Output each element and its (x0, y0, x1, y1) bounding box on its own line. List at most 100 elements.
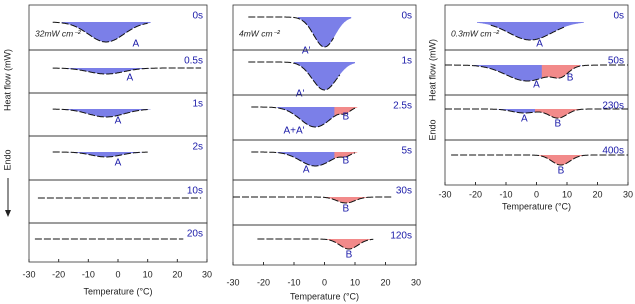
x-tick-label: -10 (287, 277, 300, 287)
dsc-curve (251, 151, 356, 167)
x-tick-label: -20 (257, 277, 270, 287)
peak-label: B (558, 166, 565, 177)
x-tick-label: 20 (380, 277, 390, 287)
x-tick-label: 20 (172, 269, 182, 279)
dsc-curve (490, 24, 565, 41)
time-label: 2.5s (393, 101, 412, 112)
intensity-label: 4mW cm⁻² (239, 28, 281, 38)
x-axis-label: Temperature (°C) (502, 201, 571, 211)
time-label: 230s (602, 101, 624, 112)
peak-label: B (343, 204, 350, 215)
peak-area (69, 152, 144, 157)
endo-label: Endo (2, 149, 12, 170)
dsc-curve (52, 108, 148, 118)
time-label: 0s (192, 11, 203, 22)
x-axis-label: Temperature (°C) (83, 286, 152, 296)
time-label: 120s (390, 231, 412, 242)
peak-area (61, 22, 151, 42)
peak-area (477, 22, 584, 40)
peak-label: A (115, 116, 122, 127)
x-tick-label: 10 (350, 277, 360, 287)
time-label: 50s (608, 56, 624, 67)
x-tick-label: -10 (82, 269, 95, 279)
time-label: 10s (187, 186, 203, 197)
peak-label: A (127, 73, 134, 84)
x-tick-label: -30 (226, 277, 239, 287)
x-tick-label: 0 (534, 189, 539, 199)
peak-label: B (343, 156, 350, 167)
intensity-label: 32mW cm⁻² (35, 28, 82, 38)
time-label: 20s (187, 229, 203, 240)
y-axis-label: Heat flow (mW) (427, 39, 437, 101)
peak-label: B (555, 119, 562, 130)
x-tick-label: 30 (411, 277, 421, 287)
peak-area (294, 62, 355, 90)
dsc-curve (451, 154, 628, 166)
time-label: 0s (613, 11, 624, 22)
peak-area (538, 155, 584, 165)
x-tick-label: -10 (499, 189, 512, 199)
dsc-curve (233, 196, 392, 204)
peak-area (535, 109, 581, 119)
x-tick-label: -30 (438, 189, 451, 199)
peak-label: B (567, 73, 574, 84)
peak-label: A+A' (283, 126, 304, 137)
x-tick-label: 0 (115, 269, 120, 279)
dsc-curve (248, 61, 341, 91)
endo-label: Endo (427, 119, 437, 140)
row-frame (444, 139, 629, 186)
peak-area (326, 239, 372, 249)
peak-label: B (346, 250, 353, 261)
row-frame (232, 179, 417, 226)
peak-label: A (303, 165, 310, 176)
x-tick-label: 0 (322, 277, 327, 287)
peak-area (323, 197, 369, 203)
intensity-label: 0.3mW cm⁻² (451, 28, 500, 38)
dsc-curve (52, 151, 148, 158)
x-tick-label: 20 (592, 189, 602, 199)
peak-label: B (343, 112, 350, 123)
peak-label: A (132, 39, 139, 50)
time-label: 30s (396, 186, 412, 197)
x-tick-label: 30 (623, 189, 633, 199)
time-label: 1s (192, 99, 203, 110)
peak-area (334, 107, 358, 117)
x-tick-label: 10 (562, 189, 572, 199)
endo-arrowhead (5, 210, 11, 217)
row-frame (28, 179, 208, 224)
x-tick-label: -20 (52, 269, 65, 279)
time-label: 5s (401, 146, 412, 157)
peak-area (541, 65, 580, 79)
dsc-curve (52, 21, 148, 43)
peak-label: A (521, 114, 528, 125)
row-frame (444, 94, 629, 141)
time-label: 0.5s (184, 56, 203, 67)
dsc-curve (445, 64, 628, 82)
peak-area (61, 109, 151, 117)
peak-label: A (536, 39, 543, 50)
row-frame (28, 222, 208, 263)
time-label: 2s (192, 142, 203, 153)
dsc-curve (52, 67, 202, 75)
peak-area (61, 68, 151, 74)
time-label: 1s (401, 56, 412, 67)
dsc-curve (445, 108, 628, 119)
x-tick-label: -30 (22, 269, 35, 279)
x-axis-label: Temperature (°C) (290, 291, 359, 301)
x-tick-label: 10 (143, 269, 153, 279)
peak-area (297, 17, 352, 47)
x-tick-label: 30 (202, 269, 212, 279)
peak-label: A (533, 80, 540, 91)
peak-label: A' (296, 89, 305, 100)
row-frame (232, 224, 417, 266)
dsc-curve (248, 16, 335, 48)
x-tick-label: -20 (469, 189, 482, 199)
y-axis-label: Heat flow (mW) (2, 49, 12, 111)
dsc-curve (257, 238, 374, 250)
time-label: 400s (602, 146, 624, 157)
peak-label: A' (302, 46, 311, 57)
dsc-curve (251, 106, 356, 128)
time-label: 0s (401, 11, 412, 22)
peak-label: A (115, 158, 122, 169)
